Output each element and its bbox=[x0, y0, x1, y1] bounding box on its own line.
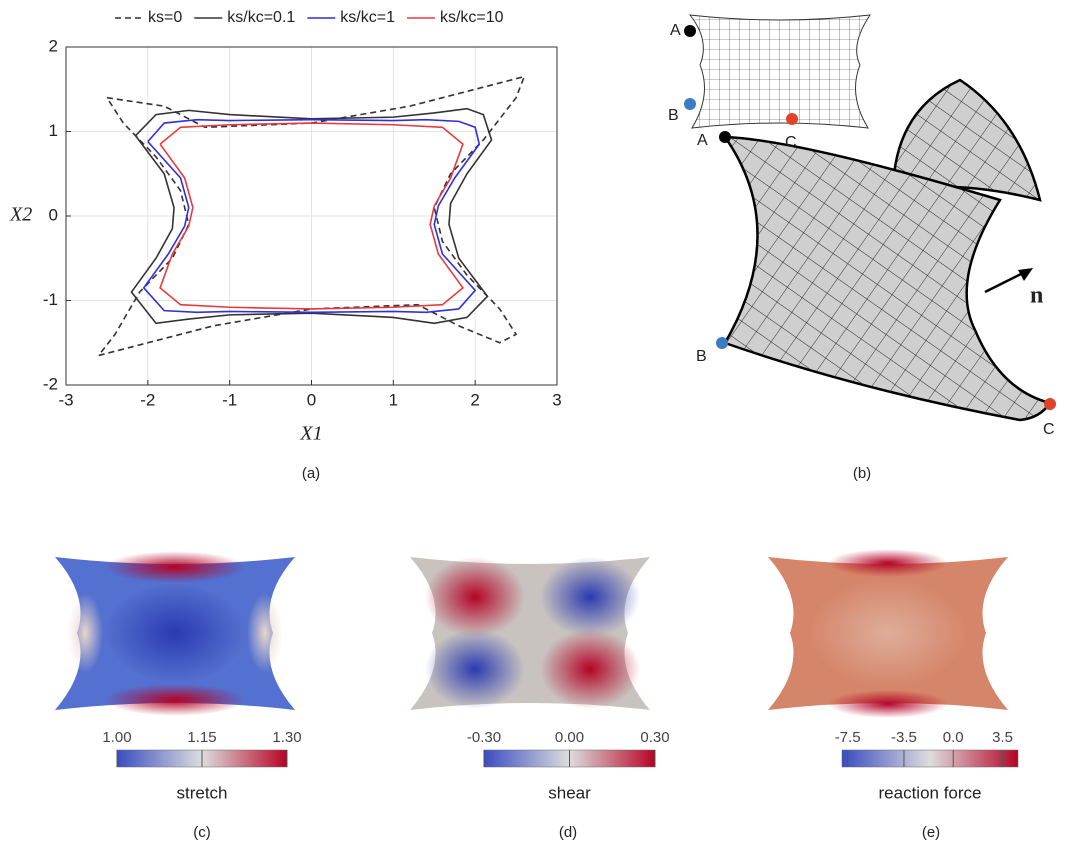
point-label: B bbox=[668, 107, 679, 124]
point-label: A bbox=[670, 22, 681, 39]
x-tick-label: 2 bbox=[470, 390, 479, 409]
x-tick-label: 3 bbox=[552, 390, 561, 409]
y-tick-label: 0 bbox=[49, 205, 58, 224]
legend-label: ks/kc=1 bbox=[340, 9, 395, 26]
panel-label: (d) bbox=[559, 824, 577, 841]
x-axis-label: X1 bbox=[299, 423, 322, 445]
plot-frame bbox=[65, 46, 558, 386]
panel-label: (a) bbox=[302, 465, 320, 482]
point-c bbox=[786, 113, 798, 125]
point-b bbox=[684, 98, 696, 110]
colorbar-label: stretch bbox=[176, 783, 227, 802]
y-tick-label: -2 bbox=[43, 374, 58, 393]
arrowhead bbox=[1018, 268, 1033, 281]
point-label: B bbox=[696, 348, 707, 365]
y-tick-label: 1 bbox=[49, 121, 58, 140]
stretch-field bbox=[55, 551, 295, 716]
colorbar-tick-label: 1.00 bbox=[102, 729, 131, 746]
colorbar-tick-label: 0.00 bbox=[555, 729, 584, 746]
y-axis-label: X2 bbox=[9, 204, 32, 226]
normal-label: n bbox=[1030, 283, 1043, 309]
point-label: C bbox=[1043, 421, 1055, 438]
surface-mesh bbox=[725, 137, 1050, 420]
colorbar-tick-label: 0.0 bbox=[943, 729, 964, 746]
panel-label: (b) bbox=[853, 465, 871, 482]
colorbar-tick-label: -7.5 bbox=[835, 729, 861, 746]
series-line bbox=[96, 75, 526, 357]
colorbar-tick-label: 3.5 bbox=[992, 729, 1013, 746]
y-tick-label: -1 bbox=[43, 290, 58, 309]
surface-back-mesh bbox=[893, 80, 1040, 200]
legend-label: ks/kc=10 bbox=[440, 9, 504, 26]
colorbar-tick-label: 0.30 bbox=[640, 729, 669, 746]
colorbar-tick-label: 1.30 bbox=[272, 729, 301, 746]
x-tick-label: 1 bbox=[389, 390, 398, 409]
diagram: A B C A B C n bbox=[668, 14, 1056, 438]
reference-mesh bbox=[688, 14, 872, 129]
colorbar-tick-label: -0.30 bbox=[467, 729, 501, 746]
x-tick-label: -1 bbox=[222, 390, 237, 409]
series-line bbox=[130, 107, 493, 325]
x-tick-label: -2 bbox=[140, 390, 155, 409]
point-c bbox=[1044, 398, 1056, 410]
series-line bbox=[142, 118, 481, 314]
colorbar-tick-label: 1.15 bbox=[187, 729, 216, 746]
legend-label: ks/kc=0.1 bbox=[227, 9, 295, 26]
colorbar-label: reaction force bbox=[879, 783, 982, 802]
point-b bbox=[716, 337, 728, 349]
series-line bbox=[159, 122, 464, 310]
shear-field bbox=[410, 557, 650, 710]
x-tick-label: -3 bbox=[58, 390, 73, 409]
colorbar-tick-label: -3.5 bbox=[891, 729, 917, 746]
point-a bbox=[719, 131, 731, 143]
colorbar bbox=[841, 749, 1019, 768]
panel-label: (e) bbox=[922, 824, 940, 841]
legend-label: ks=0 bbox=[148, 9, 182, 26]
point-label: A bbox=[697, 132, 708, 149]
colorbar-label: shear bbox=[548, 783, 591, 802]
point-label: C bbox=[785, 134, 797, 151]
panel-label: (c) bbox=[193, 824, 211, 841]
reaction-force-field bbox=[768, 549, 1008, 718]
x-tick-label: 0 bbox=[307, 390, 316, 409]
y-tick-label: 2 bbox=[49, 36, 58, 55]
normal-arrow bbox=[984, 270, 1026, 294]
point-a bbox=[684, 25, 696, 37]
